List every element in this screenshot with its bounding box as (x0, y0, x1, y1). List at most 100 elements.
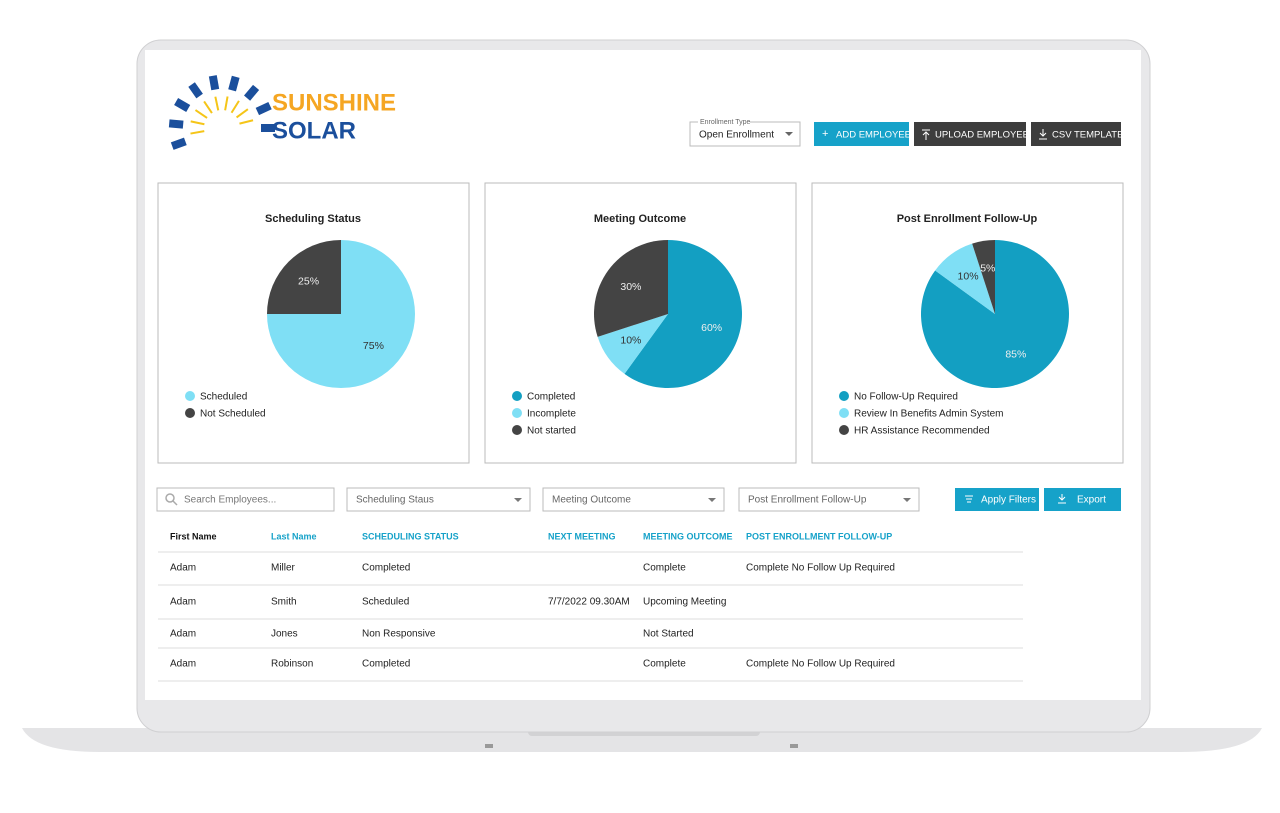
laptop-base (22, 728, 1262, 752)
employee-table: First Name Last Name SCHEDULING STATUS NEXT… (158, 531, 1023, 682)
logo-ray (188, 82, 203, 99)
filter-icon (965, 495, 973, 503)
pie-slice (597, 314, 668, 374)
logo-ray (194, 109, 208, 119)
enrollment-dropdown[interactable] (689, 121, 801, 147)
upload-icon (922, 129, 930, 140)
export-button[interactable] (1044, 488, 1121, 511)
logo-ray (230, 100, 240, 114)
filter-dropdown[interactable] (738, 487, 920, 512)
legend-swatch (512, 425, 522, 435)
logo-ray (190, 120, 205, 126)
legend-label: HR Assistance Recommended (854, 426, 990, 437)
apply-filters-button[interactable] (955, 488, 1039, 511)
logo-ray (214, 96, 220, 111)
plus-icon: + (822, 128, 828, 140)
button-label: CSV TEMPLATE (1052, 130, 1123, 141)
download-icon (1058, 494, 1066, 504)
table-cell: Complete No Follow Up Required (746, 563, 895, 574)
table-cell: 7/7/2022 09.30AM (548, 597, 630, 608)
label-bg (698, 119, 750, 125)
slice-label: 30% (620, 281, 641, 293)
slice-label: 60% (701, 322, 722, 334)
pie-slice (972, 240, 995, 314)
logo-ray (235, 108, 249, 119)
chart-title: Post Enrollment Follow-Up (897, 213, 1038, 225)
pie-slice (935, 243, 995, 314)
legend-swatch (839, 408, 849, 418)
logo-ray (168, 119, 184, 129)
legend-swatch (185, 391, 195, 401)
upload-button[interactable] (914, 122, 1026, 146)
charts: Scheduling Status 75% Scheduled 25% Not Sche… (157, 182, 1124, 464)
legend-swatch (839, 425, 849, 435)
download-icon (1039, 129, 1047, 140)
slice-label: 10% (958, 271, 979, 283)
caret (514, 498, 522, 502)
search-icon (172, 500, 178, 506)
legend-label: No Follow-Up Required (854, 392, 958, 403)
legend-swatch (839, 391, 849, 401)
logo-ray (261, 124, 275, 132)
caret (708, 498, 716, 502)
dropdown-value: Open Enrollment (699, 130, 774, 141)
slice-label: 75% (363, 340, 384, 352)
filters: Scheduling Staus Meeting Outcome Post Enro… (346, 487, 920, 512)
logo-ray (190, 130, 205, 135)
dropdown-placeholder: Post Enrollment Follow-Up (748, 495, 867, 506)
legend-label: Review In Benefits Admin System (854, 409, 1004, 420)
logo-ray (208, 75, 220, 91)
caret (903, 498, 911, 502)
brand-name: SUNSHINE (272, 89, 396, 116)
brand-name: SOLAR (272, 117, 356, 144)
search-icon (165, 493, 175, 503)
button-label: UPLOAD EMPLOYEES (935, 130, 1035, 141)
column-header: POST ENROLLMENT FOLLOW-UP (746, 531, 892, 541)
legend-label: Not Scheduled (200, 409, 266, 420)
table-cell: Complete No Follow Up Required (746, 659, 895, 670)
slice-label: 5% (980, 262, 995, 274)
logo-ray (203, 100, 213, 114)
legend-label: Incomplete (527, 409, 576, 420)
logo (168, 75, 275, 150)
table-cell: Completed (362, 563, 410, 574)
logo-ray (255, 101, 272, 116)
table-cell: Smith (271, 597, 297, 608)
table-cell: Miller (271, 563, 296, 574)
legend-label: Not started (527, 426, 576, 437)
logo-ray (244, 84, 260, 101)
filter-dropdown[interactable] (346, 487, 531, 512)
add-employee-button[interactable] (814, 122, 909, 146)
table-cell: Upcoming Meeting (643, 597, 726, 608)
column-header: MEETING OUTCOME (643, 531, 733, 541)
table-cell: Complete (643, 659, 686, 670)
button-label: Apply Filters (981, 495, 1036, 506)
table-cell: Adam (170, 629, 196, 640)
pie-slice (921, 240, 1070, 388)
column-header: First Name (170, 531, 217, 541)
dropdown-label: Enrollment Type (700, 119, 751, 126)
legend-label: Completed (527, 392, 575, 403)
logo-ray (174, 98, 191, 112)
button-label: Export (1077, 495, 1106, 506)
pie-slice (624, 240, 743, 388)
search-input[interactable] (156, 487, 335, 512)
search-placeholder: Search Employees... (184, 495, 276, 506)
table-cell: Adam (170, 563, 196, 574)
dropdown-placeholder: Scheduling Staus (356, 495, 434, 506)
logo-ray (170, 137, 187, 150)
button-label: ADD EMPLOYEE (836, 130, 911, 141)
csv-template-button[interactable] (1031, 122, 1121, 146)
laptop-foot (790, 744, 798, 748)
legend-label: Scheduled (200, 392, 247, 403)
logo-ray (228, 75, 240, 92)
slice-label: 10% (620, 335, 641, 347)
caret (785, 132, 793, 136)
table-cell: Scheduled (362, 597, 409, 608)
table-cell: Adam (170, 659, 196, 670)
table-cell: Robinson (271, 659, 313, 670)
slice-label: 25% (298, 275, 319, 287)
filter-dropdown[interactable] (542, 487, 725, 512)
